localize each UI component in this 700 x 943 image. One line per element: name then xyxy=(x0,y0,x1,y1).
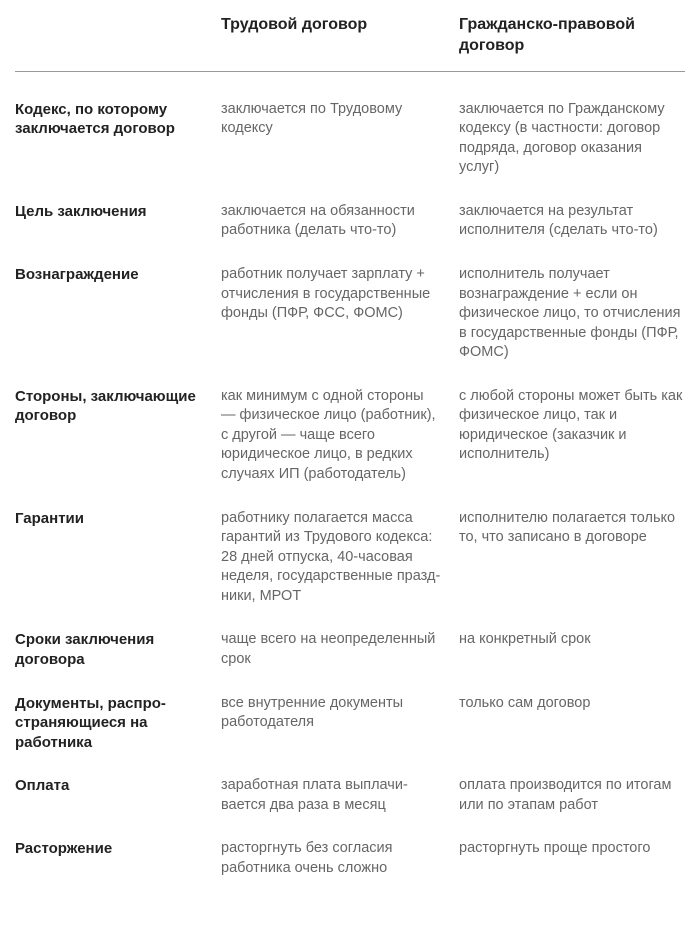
row-value-col2: заключается по Гражданс­кому кодексу (в … xyxy=(459,100,685,202)
row-label: Сроки заключения договора xyxy=(15,630,203,693)
row-value-col2: исполнитель получает вознаграждение + ес… xyxy=(459,265,685,387)
comparison-table: Трудовой договор Гражданско-правовой дог… xyxy=(15,15,685,902)
row-label: Документы, распро­страняющиеся на работн… xyxy=(15,694,203,777)
row-value-col1: расторгнуть без согласия работника очень… xyxy=(221,839,441,902)
row-value-col2: только сам договор xyxy=(459,694,685,777)
row-value-col1: работнику полагается масса гарантий из Т… xyxy=(221,509,441,631)
row-label: Гарантии xyxy=(15,509,203,631)
header-divider xyxy=(15,71,685,72)
row-label: Стороны, заключа­ющие договор xyxy=(15,387,203,509)
row-value-col1: работник получает зарплату + отчисления … xyxy=(221,265,441,387)
row-value-col1: все внутренние документы работодателя xyxy=(221,694,441,777)
header-empty xyxy=(15,15,203,71)
row-value-col1: заключается по Трудовому кодексу xyxy=(221,100,441,202)
row-label: Вознаграждение xyxy=(15,265,203,387)
row-value-col2: заключается на результат исполнителя (сд… xyxy=(459,202,685,265)
row-value-col2: на конкретный срок xyxy=(459,630,685,693)
row-value-col1: заключается на обязанно­сти работника (д… xyxy=(221,202,441,265)
header-col2: Гражданско-правовой договор xyxy=(459,15,685,71)
row-label: Оплата xyxy=(15,776,203,839)
header-col1: Трудовой договор xyxy=(221,15,441,71)
row-label: Кодекс, по которому заключается договор xyxy=(15,100,203,202)
row-value-col1: чаще всего на неопреде­ленный срок xyxy=(221,630,441,693)
row-value-col1: как минимум с одной стороны — физическое… xyxy=(221,387,441,509)
row-value-col2: оплата производится по итогам или по эта… xyxy=(459,776,685,839)
row-label: Расторжение xyxy=(15,839,203,902)
row-value-col2: исполнителю полагается только то, что за… xyxy=(459,509,685,631)
row-value-col2: с любой стороны может быть как физическо… xyxy=(459,387,685,509)
row-label: Цель заключения xyxy=(15,202,203,265)
row-value-col2: расторгнуть проще простого xyxy=(459,839,685,902)
row-value-col1: заработная плата выплачи­вается два раза… xyxy=(221,776,441,839)
